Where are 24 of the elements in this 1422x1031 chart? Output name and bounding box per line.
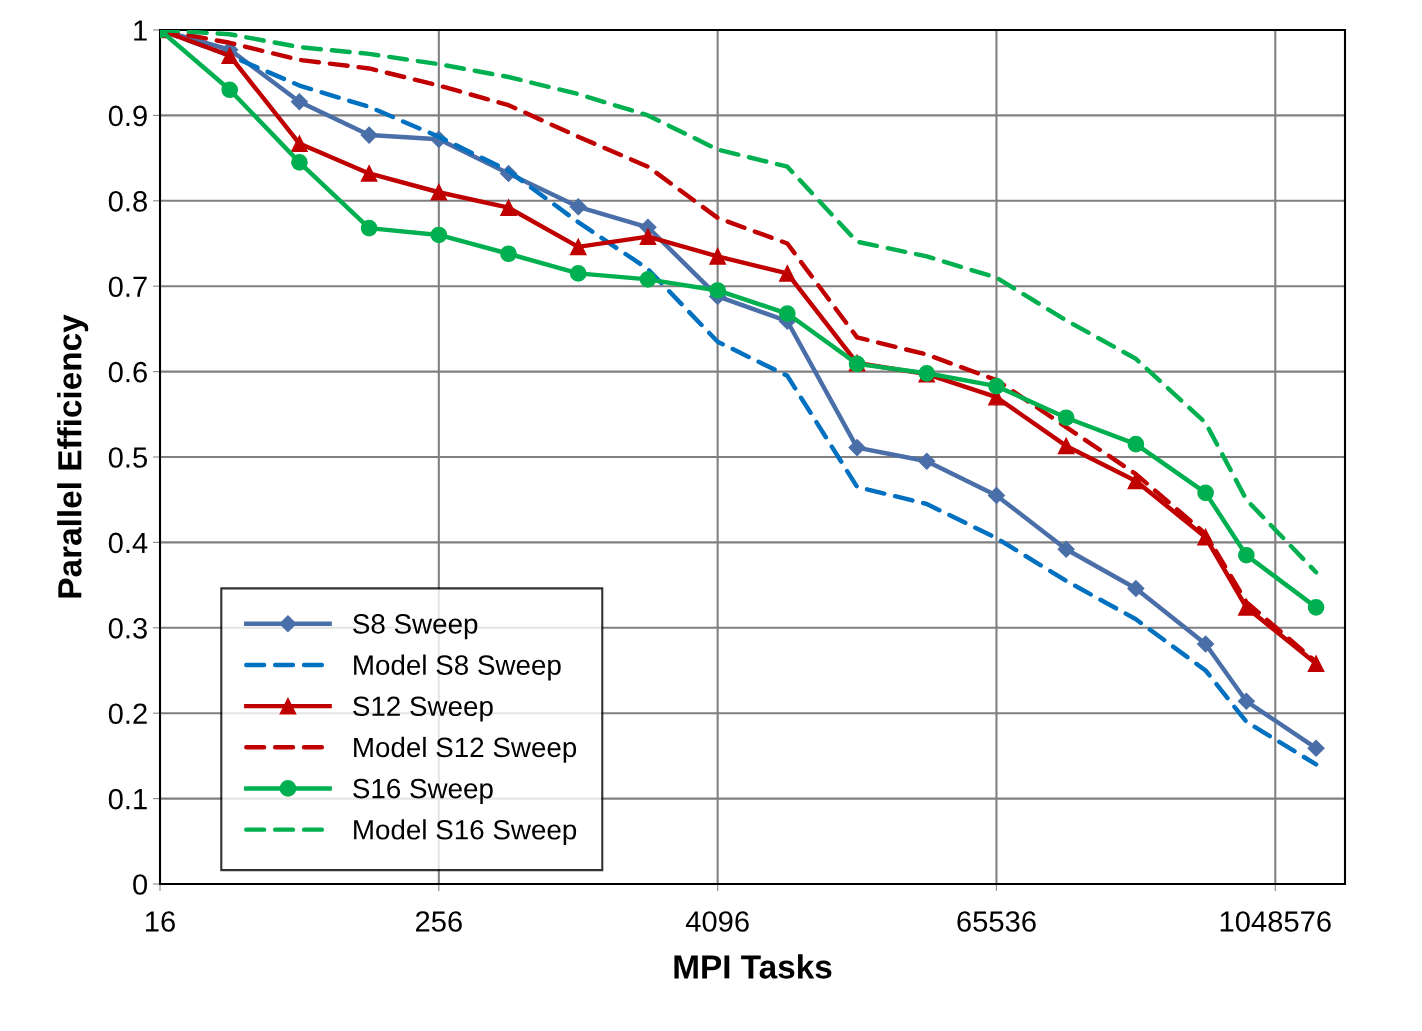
y-tick-label: 0.9 xyxy=(108,105,147,127)
y-tick-label: 0.4 xyxy=(108,532,148,554)
legend-label: Model S16 Sweep xyxy=(354,819,577,846)
y-tick-label: 0.2 xyxy=(108,703,147,725)
x-tick-label: 1048576 xyxy=(1220,911,1331,932)
legend-label: S8 Sweep xyxy=(353,614,478,640)
x-axis-title: MPI Tasks xyxy=(674,954,832,979)
legend-label: S16 Sweep xyxy=(353,778,493,804)
x-tick-label: 16 xyxy=(146,911,175,932)
x-tick-label: 65536 xyxy=(957,911,1036,932)
legend-label: S12 Sweep xyxy=(353,696,493,722)
y-tick-label: 0.7 xyxy=(108,276,147,298)
legend-label: Model S8 Sweep xyxy=(354,654,561,681)
y-tick-label: 0.6 xyxy=(108,361,147,383)
x-tick-label: 256 xyxy=(415,911,462,932)
y-axis-title: Parallel Efficiency xyxy=(57,314,89,598)
y-tick-label: 0.3 xyxy=(108,618,147,639)
x-tick-label: 4096 xyxy=(685,911,749,932)
y-tick-label: 0.1 xyxy=(108,788,147,810)
y-tick-label: 0.8 xyxy=(108,191,147,212)
y-tick-label: 0.5 xyxy=(108,447,147,468)
y-tick-label: 0 xyxy=(133,874,148,895)
legend-label: Model S12 Sweep xyxy=(354,736,577,763)
y-tick-label: 1 xyxy=(134,20,147,41)
